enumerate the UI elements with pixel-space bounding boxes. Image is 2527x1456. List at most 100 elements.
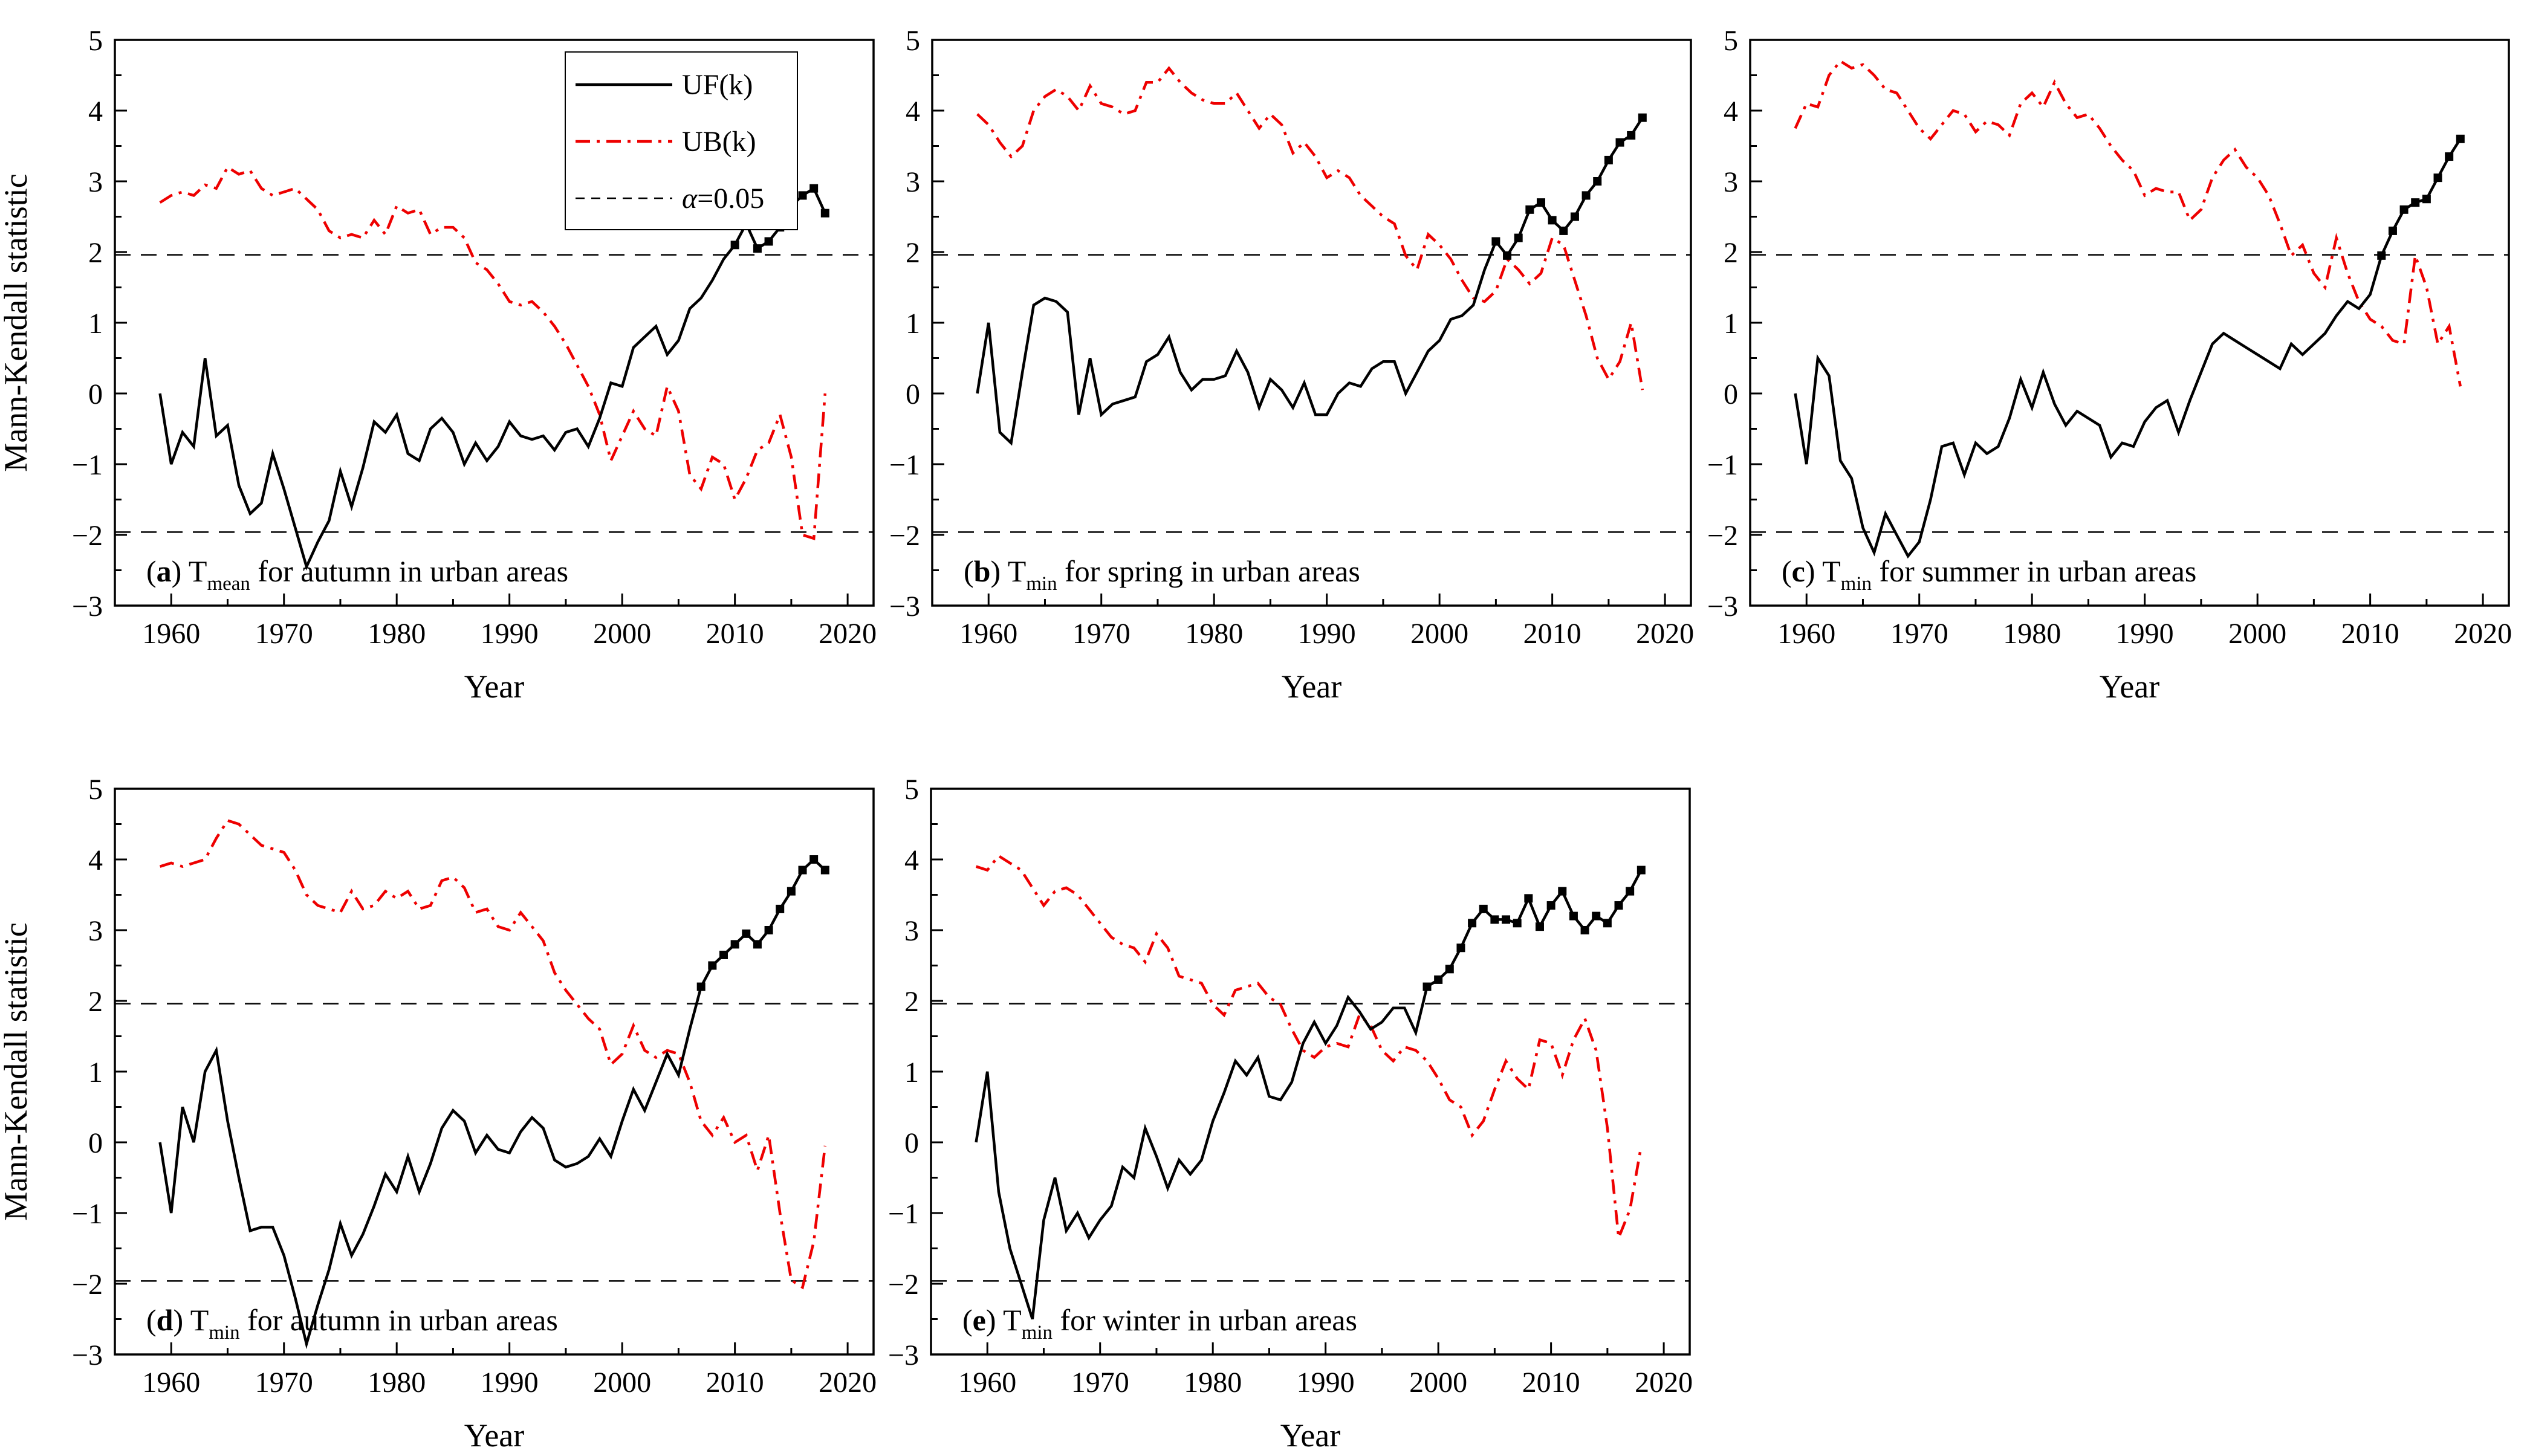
uf-marker-point [696, 982, 706, 991]
y-tick-label: 4 [1724, 95, 1738, 128]
x-tick-label: 1980 [1184, 1367, 1242, 1399]
uf-marker-point [764, 926, 773, 934]
uf-marker-point [2388, 226, 2397, 235]
uf-marker-point [1581, 191, 1591, 200]
legend-label: UB(k) [682, 126, 756, 158]
uf-marker-point [1434, 975, 1443, 984]
y-axis: −3 −2 −1 0 1 2 3 4 5 [888, 774, 943, 1371]
uf-marker-point [1490, 915, 1499, 924]
y-tick-label: −3 [1707, 590, 1738, 623]
y-axis-title: Mann-Kendall statistic [0, 922, 34, 1220]
x-axis-title: Year [1280, 1417, 1341, 1454]
uf-series-line [1794, 138, 2462, 559]
y-tick-label: 2 [906, 237, 920, 269]
uf-marker-point [2377, 251, 2386, 260]
x-tick-label: 1970 [1890, 618, 1948, 650]
x-tick-label: 2020 [2454, 618, 2512, 650]
uf-marker-point [1580, 926, 1589, 934]
y-tick-label: −2 [889, 520, 920, 552]
plot-frame [114, 788, 875, 1356]
panel-d-chart: 1960 1970 1980 1990 2000 2010 2020 −3 −2 −1 0 1 2 3 4 5… [0, 774, 877, 1454]
y-tick-label: −1 [889, 449, 920, 481]
uf-marker-point [1546, 901, 1555, 910]
uf-marker-point [798, 191, 807, 200]
uf-series-line [976, 117, 1644, 446]
panel-caption: (c) Tmin for summer in urban areas [1782, 554, 2196, 595]
x-tick-label: 2010 [1522, 1367, 1580, 1399]
y-axis: −3 −2 −1 0 1 2 3 4 5 [72, 774, 127, 1371]
y-tick-label: −3 [888, 1339, 919, 1371]
y-axis: −3 −2 −1 0 1 2 3 4 5 [889, 25, 944, 623]
panel-caption: (a) Tmean for autumn in urban areas [146, 554, 568, 595]
x-axis: 1960 1970 1980 1990 2000 2010 2020 [959, 594, 1694, 650]
uf-marker-point [1614, 901, 1623, 910]
y-tick-label: 5 [904, 774, 919, 806]
x-tick-label: 1990 [481, 1367, 539, 1399]
panel-a-chart: 1960 1970 1980 1990 2000 2010 2020 −3 −2 −1 0 1 2 3 4 5… [0, 25, 877, 705]
uf-marker-point [2411, 198, 2420, 207]
y-tick-label: −3 [889, 590, 920, 623]
uf-marker-point [2445, 152, 2454, 161]
uf-marker-point [1637, 866, 1646, 875]
uf-marker-point [1593, 177, 1602, 186]
legend: UF(k) UB(k) α=0.05 [565, 51, 798, 230]
y-tick-label: −1 [72, 1198, 103, 1230]
ub-series-line [976, 66, 1644, 390]
x-tick-label: 1960 [958, 1367, 1016, 1399]
panel-caption: (b) Tmin for spring in urban areas [964, 554, 1360, 595]
plot-frame [931, 39, 1692, 607]
x-tick-label: 2000 [1410, 618, 1468, 650]
y-axis: −3 −2 −1 0 1 2 3 4 5 [1707, 25, 1762, 623]
x-axis-title: Year [2100, 668, 2160, 705]
uf-marker-point [1491, 237, 1500, 246]
uf-marker-point [1638, 113, 1647, 122]
uf-marker-point [1456, 943, 1465, 953]
y-tick-label: 4 [906, 95, 920, 128]
x-tick-label: 1960 [1777, 618, 1835, 650]
y-tick-label: 0 [88, 378, 103, 410]
x-tick-label: 1970 [1071, 1367, 1129, 1399]
uf-marker-point [1422, 982, 1432, 991]
y-tick-label: 1 [88, 1056, 103, 1089]
y-tick-label: 0 [904, 1127, 919, 1159]
y-tick-label: 2 [88, 237, 103, 269]
uf-series-line [975, 869, 1643, 1320]
x-tick-label: 1960 [142, 1367, 200, 1399]
uf-marker-point [764, 237, 773, 246]
y-tick-label: 0 [88, 1127, 103, 1159]
y-tick-label: 3 [904, 915, 919, 947]
uf-marker-point [708, 961, 717, 970]
uf-series-markers [1491, 113, 1647, 260]
uf-marker-point [1525, 205, 1534, 214]
x-tick-label: 2020 [1636, 618, 1694, 650]
y-tick-label: −1 [72, 449, 103, 481]
legend-label: α=0.05 [682, 183, 764, 215]
y-tick-label: 0 [1724, 378, 1738, 410]
uf-series-markers [1422, 866, 1646, 991]
x-tick-label: 2020 [1635, 1367, 1693, 1399]
y-axis-title: Mann-Kendall statistic [0, 173, 34, 471]
y-tick-label: −2 [72, 520, 103, 552]
uf-marker-point [820, 866, 829, 875]
uf-series-line [158, 186, 826, 571]
x-tick-label: 2010 [706, 1367, 764, 1399]
uf-marker-point [1468, 919, 1477, 928]
uf-marker-point [719, 950, 728, 959]
x-tick-label: 1970 [255, 1367, 313, 1399]
uf-marker-point [2422, 195, 2431, 204]
y-tick-label: 2 [88, 986, 103, 1018]
x-tick-label: 1970 [1072, 618, 1130, 650]
x-axis: 1960 1970 1980 1990 2000 2010 2020 [142, 1342, 877, 1399]
y-tick-label: 5 [88, 25, 103, 57]
y-tick-label: 4 [88, 844, 103, 876]
uf-marker-point [1503, 251, 1512, 260]
y-tick-label: 5 [906, 25, 920, 57]
uf-marker-point [776, 904, 785, 913]
y-tick-label: 3 [906, 166, 920, 198]
uf-marker-point [798, 866, 807, 875]
x-tick-label: 2000 [593, 618, 651, 650]
x-axis-title: Year [464, 1417, 525, 1454]
ub-series-line [1794, 59, 2462, 387]
legend-label: UF(k) [682, 69, 753, 101]
plot-frame [930, 788, 1691, 1356]
